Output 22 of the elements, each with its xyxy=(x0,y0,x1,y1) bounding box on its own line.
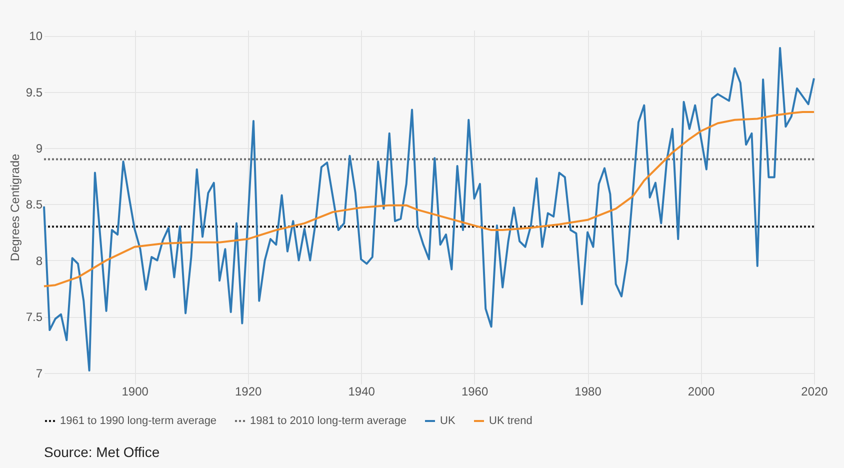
x-tick-label: 1920 xyxy=(234,384,262,398)
legend-label: UK trend xyxy=(489,415,532,427)
y-axis-title: Degrees Centigrade xyxy=(8,153,22,262)
x-tick-label: 2020 xyxy=(801,384,828,398)
x-tick-label: 1900 xyxy=(122,384,149,398)
x-tick-label: 1960 xyxy=(461,384,488,398)
line-series xyxy=(43,111,815,288)
y-tick-label: 9.5 xyxy=(26,85,43,100)
x-tick-label: 1980 xyxy=(574,384,602,398)
y-tick-label: 7 xyxy=(36,366,43,380)
y-tick-label: 10 xyxy=(29,29,43,44)
x-tick-label: 1940 xyxy=(348,384,376,398)
legend-label: 1981 to 2010 long-term average xyxy=(250,415,407,427)
line-series xyxy=(43,46,815,372)
legend-label: UK xyxy=(440,415,456,427)
legend-label: 1961 to 1990 long-term average xyxy=(60,415,217,427)
y-tick-label: 8.5 xyxy=(26,198,43,212)
y-tick-label: 8 xyxy=(36,254,43,268)
source-note: Source: Met Office xyxy=(44,444,160,460)
y-tick-label: 7.5 xyxy=(26,310,43,324)
y-tick-label: 9 xyxy=(36,142,43,156)
x-tick-label: 2000 xyxy=(688,384,715,398)
